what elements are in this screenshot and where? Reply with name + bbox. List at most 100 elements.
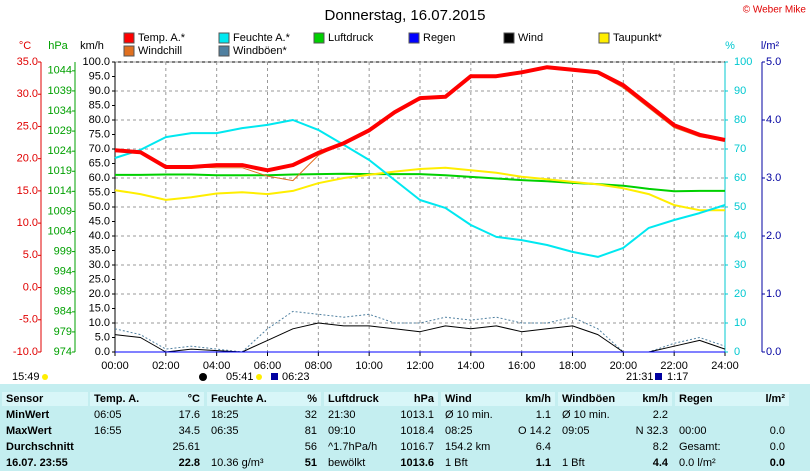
- cell-value: 1.1: [536, 457, 551, 469]
- cell-value: 51: [305, 457, 317, 469]
- cell-text: 08:25: [445, 425, 473, 437]
- y-tick-label: 80: [734, 114, 746, 126]
- y-tick-label: -5.0: [19, 314, 38, 326]
- y-tick-label: 50.0: [89, 201, 110, 213]
- sun-icon: [42, 374, 48, 380]
- legend-swatch: [313, 32, 325, 44]
- table-cell: [441, 392, 555, 406]
- y-tick-label: 100.0: [82, 56, 110, 68]
- cell-text: Gesamt:: [679, 441, 721, 453]
- y-tick-label: 1014: [48, 185, 72, 197]
- y-tick-label: 30.0: [17, 88, 38, 100]
- cell-text: 09:10: [328, 425, 356, 437]
- cell-value: 1013.1: [400, 409, 434, 421]
- legend-swatch: [503, 32, 515, 44]
- legend-label: Temp. A.*: [138, 32, 186, 44]
- y-tick-label: 10.0: [17, 217, 38, 229]
- series-line: [114, 119, 726, 258]
- cell-text: ^1.7hPa/h: [328, 441, 377, 453]
- y-tick-label: 50: [734, 201, 746, 213]
- y-tick-label: -10.0: [13, 346, 38, 358]
- cell-value: 1.1: [536, 409, 551, 421]
- table-header: °C: [188, 393, 200, 405]
- x-tick-label: 04:00: [203, 360, 231, 372]
- x-tick-label: 10:00: [355, 360, 383, 372]
- y-tick-label: 1.0: [766, 288, 781, 300]
- cell-text: 154.2 km: [445, 441, 490, 453]
- legend-label: Luftdruck: [328, 32, 374, 44]
- moon-icon: [655, 373, 662, 380]
- cell-text: 06:05: [94, 409, 122, 421]
- legend-label: Windböen*: [233, 45, 288, 57]
- series-line: [114, 166, 725, 212]
- legend-label: Feuchte A.*: [233, 32, 291, 44]
- cell-value: 56: [305, 441, 317, 453]
- y-tick-label: 1009: [48, 205, 72, 217]
- series-line: [115, 172, 725, 193]
- cell-text: 09:05: [562, 425, 590, 437]
- y-tick-label: 974: [54, 346, 72, 358]
- table-cell: [2, 392, 88, 406]
- moon-icon: [271, 373, 278, 380]
- cell-value: 32: [305, 409, 317, 421]
- y-tick-label: 1044: [48, 65, 72, 77]
- axis-label: km/h: [80, 40, 104, 52]
- y-tick-label: 95.0: [89, 70, 110, 82]
- cell-text: bewölkt: [328, 457, 365, 469]
- table-cell: [324, 392, 438, 406]
- cell-text: 1 Bft: [445, 457, 468, 469]
- y-tick-label: 0.0: [766, 346, 781, 358]
- cell-value: O 14.2: [518, 425, 551, 437]
- timeline-label: 06:23: [282, 371, 310, 383]
- y-tick-label: 70.0: [89, 143, 110, 155]
- series-line: [114, 65, 726, 173]
- x-tick-label: 22:00: [660, 360, 688, 372]
- legend-label: Regen: [423, 32, 455, 44]
- cell-value: 81: [305, 425, 317, 437]
- cell-value: 34.5: [179, 425, 200, 437]
- table-header: Sensor: [6, 393, 44, 405]
- x-tick-label: 00:00: [101, 360, 129, 372]
- x-tick-label: 18:00: [559, 360, 587, 372]
- cell-value: 0.0: [770, 425, 785, 437]
- table-header: hPa: [414, 393, 435, 405]
- row-label: MinWert: [6, 409, 50, 421]
- table-header: Feuchte A.: [211, 393, 267, 405]
- x-tick-label: 20:00: [610, 360, 638, 372]
- x-tick-label: 06:00: [254, 360, 282, 372]
- legend-swatch: [408, 32, 420, 44]
- y-tick-label: 80.0: [89, 114, 110, 126]
- y-tick-label: 85.0: [89, 99, 110, 111]
- cell-text: Ø 10 min.: [445, 409, 493, 421]
- table-cell: [90, 392, 204, 406]
- row-label: 16.07. 23:55: [6, 457, 68, 469]
- y-tick-label: 984: [54, 306, 72, 318]
- timeline-label: 05:41: [226, 371, 254, 383]
- table-header: Regen: [679, 393, 713, 405]
- legend-label: Windchill: [138, 45, 182, 57]
- table-header: l/m²: [765, 393, 785, 405]
- table-header: Luftdruck: [328, 393, 380, 405]
- row-label: Durchschnitt: [6, 441, 74, 453]
- table-cell: [558, 392, 672, 406]
- y-tick-label: 90.0: [89, 85, 110, 97]
- moon-icon: [199, 373, 207, 381]
- y-tick-label: 994: [54, 266, 72, 278]
- timeline-label: 1:17: [667, 371, 688, 383]
- cell-text: 21:30: [328, 409, 356, 421]
- y-tick-label: 25.0: [17, 120, 38, 132]
- table-header: Wind: [445, 393, 472, 405]
- y-tick-label: 20: [734, 288, 746, 300]
- cell-value: 1018.4: [400, 425, 434, 437]
- x-tick-label: 02:00: [152, 360, 180, 372]
- y-tick-label: 0: [734, 346, 740, 358]
- legend-swatch: [123, 45, 135, 57]
- y-tick-label: 3.0: [766, 172, 781, 184]
- table-header: Temp. A.: [94, 393, 139, 405]
- y-tick-label: 15.0: [17, 185, 38, 197]
- y-tick-label: 1029: [48, 125, 72, 137]
- y-tick-label: 5.0: [766, 56, 781, 68]
- cell-value: 0.0: [770, 457, 785, 469]
- y-tick-label: 55.0: [89, 186, 110, 198]
- cell-text: 10.36 g/m³: [211, 457, 264, 469]
